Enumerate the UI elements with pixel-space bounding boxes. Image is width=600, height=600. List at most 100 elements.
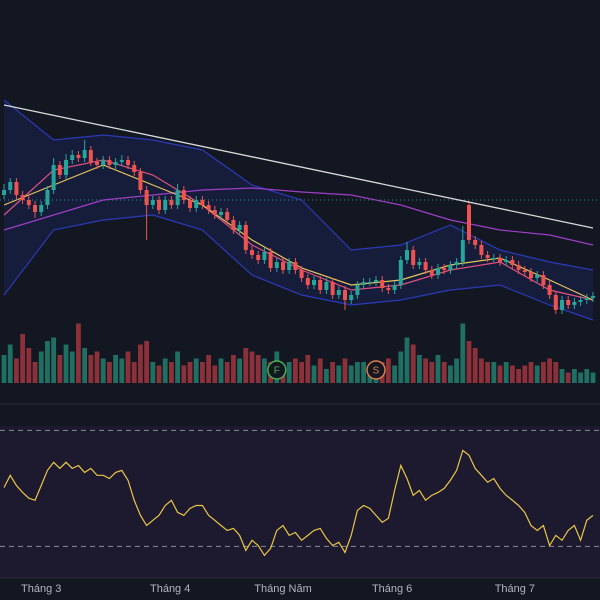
candle-body xyxy=(491,258,496,259)
candle-body xyxy=(312,280,317,285)
volume-bar xyxy=(540,362,546,383)
event-marker xyxy=(366,360,386,380)
candle-body xyxy=(367,282,372,283)
candle-body xyxy=(417,262,422,265)
trendline xyxy=(3,104,594,229)
volume-bar xyxy=(107,362,112,383)
volume-bar xyxy=(404,337,410,383)
volume-bar xyxy=(262,358,267,383)
candle-body xyxy=(473,240,478,245)
volume-bar xyxy=(26,348,32,383)
volume-bar xyxy=(7,344,13,383)
candle-body xyxy=(299,270,304,278)
candle-body xyxy=(336,290,341,295)
volume-bar xyxy=(417,355,422,383)
candle-body xyxy=(250,250,255,255)
volume-bar xyxy=(348,365,354,383)
candle-body xyxy=(225,212,230,220)
candle-body xyxy=(256,255,261,260)
candle-body xyxy=(349,295,354,300)
volume-bar xyxy=(398,351,404,383)
band-fill xyxy=(4,100,593,320)
candle-body xyxy=(169,200,174,205)
candle-body xyxy=(150,200,155,205)
candle-body xyxy=(113,162,118,165)
candle-body xyxy=(64,160,69,175)
volume-bar xyxy=(423,358,429,383)
candle-body xyxy=(132,165,137,172)
volume-bar xyxy=(305,355,311,383)
volume-bar xyxy=(113,355,119,383)
volume-bar xyxy=(386,358,391,383)
candle-body xyxy=(243,225,248,250)
volume-bar xyxy=(224,362,230,383)
moving-average xyxy=(3,187,594,246)
event-marker xyxy=(267,360,287,380)
volume-bar xyxy=(361,362,367,383)
volume-bar xyxy=(410,344,416,383)
candle-body xyxy=(411,250,416,265)
volume-bar xyxy=(45,341,50,383)
volume-bar xyxy=(193,358,199,383)
volume-bar xyxy=(249,351,255,383)
candle-body xyxy=(504,260,509,262)
volume-bar xyxy=(528,362,534,383)
candle-body xyxy=(510,260,515,265)
candle-body xyxy=(498,258,502,262)
candle-body xyxy=(33,205,38,212)
candle-body xyxy=(51,165,56,190)
volume-bar xyxy=(144,341,150,383)
volume-bar xyxy=(435,355,441,383)
candle-body xyxy=(287,262,292,270)
event-marker-label: S xyxy=(373,366,380,377)
candle-body xyxy=(442,268,447,270)
candle-body xyxy=(454,262,459,265)
candle-body xyxy=(305,278,310,285)
volume-bar xyxy=(125,351,131,383)
candle-body xyxy=(88,150,93,162)
candle-body xyxy=(163,200,168,210)
candle-body xyxy=(460,240,465,262)
volume-bar xyxy=(212,365,218,383)
x-tick-label: Tháng 7 xyxy=(495,583,535,595)
candle-body xyxy=(70,155,75,160)
candle-body xyxy=(237,225,242,230)
volume-bar xyxy=(175,351,181,383)
volume-bar xyxy=(57,355,63,383)
volume-bar xyxy=(497,365,503,383)
volume-bar xyxy=(231,355,236,383)
volume-bar xyxy=(590,372,596,383)
candle-body xyxy=(535,275,540,278)
candle-body xyxy=(436,268,441,275)
candle-body xyxy=(324,282,329,290)
candle-body xyxy=(318,280,323,290)
volume-bar xyxy=(88,355,94,383)
candle-body xyxy=(20,195,25,200)
volume-bar xyxy=(516,369,521,383)
volume-bar xyxy=(479,358,484,383)
candle-body xyxy=(219,212,224,215)
band-lower xyxy=(3,214,594,321)
candle-body xyxy=(188,200,193,208)
volume-bar xyxy=(76,323,81,383)
candle-body xyxy=(380,280,385,288)
volume-bar xyxy=(522,365,528,383)
volume-bar xyxy=(392,365,398,383)
volume-bar xyxy=(20,334,26,383)
volume-bar xyxy=(38,351,44,383)
volume-bar xyxy=(299,362,305,383)
candle-body xyxy=(547,285,552,295)
candle-body xyxy=(590,296,595,298)
candle-body xyxy=(8,182,13,190)
volume-bar xyxy=(200,362,205,383)
candle-body xyxy=(566,300,571,305)
x-tick-label: Tháng 6 xyxy=(372,583,412,595)
candle-body xyxy=(107,160,112,165)
volume-bar xyxy=(317,358,323,383)
candle-body xyxy=(559,300,564,310)
volume-bar xyxy=(206,355,212,383)
volume-bar xyxy=(32,362,38,383)
candle-body xyxy=(374,280,379,282)
candle-body xyxy=(293,262,298,270)
